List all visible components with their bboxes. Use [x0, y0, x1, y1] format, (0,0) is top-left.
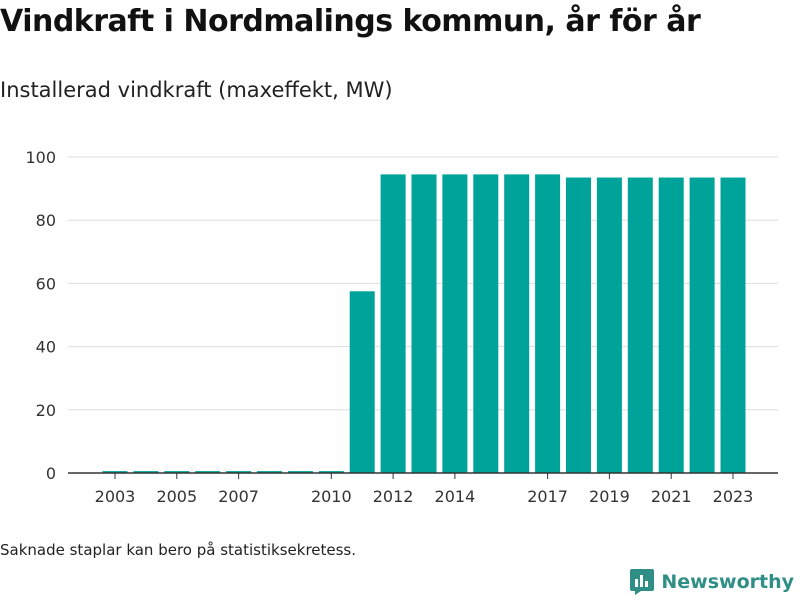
x-tick-label: 2005	[156, 487, 197, 506]
bar	[504, 174, 530, 473]
x-tick-labels: 2003 2005 2007 2010 2012 2014 2017 2019 2021 2023	[95, 487, 754, 506]
bar	[287, 471, 313, 473]
bar	[164, 471, 190, 473]
bar	[411, 174, 437, 473]
bar	[133, 471, 159, 473]
bar	[473, 174, 499, 473]
bar	[535, 174, 561, 473]
bar	[627, 177, 653, 473]
x-tick-label: 2007	[218, 487, 259, 506]
y-tick-label: 100	[25, 148, 56, 167]
bar	[226, 471, 252, 473]
x-tick-label: 2019	[589, 487, 630, 506]
x-tick-label: 2012	[373, 487, 414, 506]
chart-title: Vindkraft i Nordmalings kommun, år för å…	[0, 4, 701, 39]
bar	[596, 177, 622, 473]
x-tick-label: 2014	[435, 487, 476, 506]
x-tick-label: 2017	[527, 487, 568, 506]
x-tick-label: 2023	[713, 487, 754, 506]
y-axis: 0 20 40 60 80 100	[25, 148, 56, 483]
y-tick-label: 80	[36, 211, 56, 230]
newsworthy-logo-icon	[630, 569, 655, 595]
brand-logo: Newsworthy	[629, 568, 794, 596]
bar	[318, 471, 344, 473]
bar	[658, 177, 684, 473]
bars	[102, 174, 746, 473]
y-tick-label: 0	[46, 464, 56, 483]
y-tick-label: 40	[36, 338, 56, 357]
bar	[102, 471, 128, 473]
bar	[257, 471, 282, 473]
brand-name: Newsworthy	[661, 571, 794, 593]
x-tick-label: 2010	[311, 487, 352, 506]
bar	[566, 177, 591, 473]
bar	[442, 174, 468, 473]
bar-chart: 0 20 40 60 80 100 2003 2005 2007 2010 2012 2014 201…	[25, 148, 778, 506]
bar	[195, 471, 221, 473]
x-tick-label: 2003	[95, 487, 136, 506]
bar	[380, 174, 406, 473]
bar	[720, 177, 746, 473]
x-axis	[68, 472, 778, 479]
bar	[349, 291, 375, 473]
y-tick-label: 60	[36, 274, 56, 293]
x-tick-label: 2021	[651, 487, 692, 506]
y-tick-label: 20	[36, 401, 56, 420]
footnote: Saknade staplar kan bero på statistiksek…	[0, 541, 357, 559]
bar	[689, 177, 715, 473]
chart-subtitle: Installerad vindkraft (maxeffekt, MW)	[0, 78, 393, 102]
